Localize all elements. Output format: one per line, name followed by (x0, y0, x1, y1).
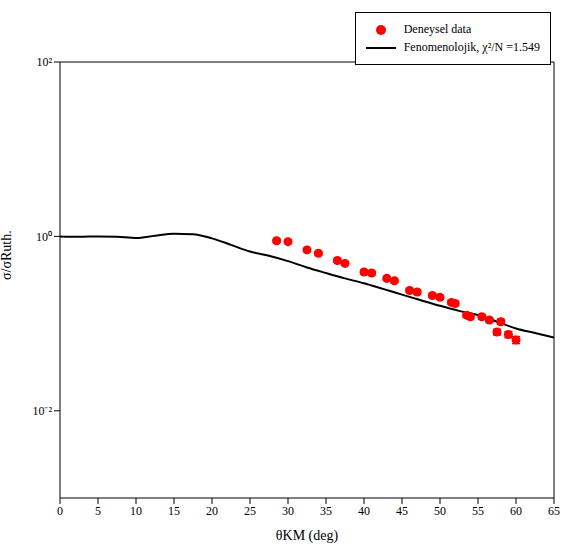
html-text:Deneysel data: Deneysel data (403, 22, 472, 36)
svg-text:65: 65 (548, 504, 555, 518)
svg-text:σ/σRuth.: σ/σRuth. (8, 230, 14, 280)
svg-text:40: 40 (358, 504, 370, 518)
svg-text:10²: 10² (36, 55, 52, 69)
html-text:Fenomenolojik, χ²/N =1.549: Fenomenolojik, χ²/N =1.549 (403, 40, 540, 54)
svg-text:55: 55 (472, 504, 484, 518)
svg-text:15: 15 (168, 504, 180, 518)
svg-text:50: 50 (434, 504, 446, 518)
svg-text:25: 25 (244, 504, 256, 518)
svg-text:5: 5 (95, 504, 101, 518)
svg-text:60: 60 (510, 504, 522, 518)
svg-text:0: 0 (57, 504, 63, 518)
svg-text:35: 35 (320, 504, 332, 518)
svg-text:30: 30 (282, 504, 294, 518)
svg-text:10: 10 (130, 504, 142, 518)
svg-text:10⁻²: 10⁻² (32, 404, 52, 418)
svg-text:10⁰: 10⁰ (36, 230, 52, 244)
svg-text:45: 45 (396, 504, 408, 518)
svg-text:θKM (deg): θKM (deg) (276, 528, 339, 544)
svg-text:20: 20 (206, 504, 218, 518)
